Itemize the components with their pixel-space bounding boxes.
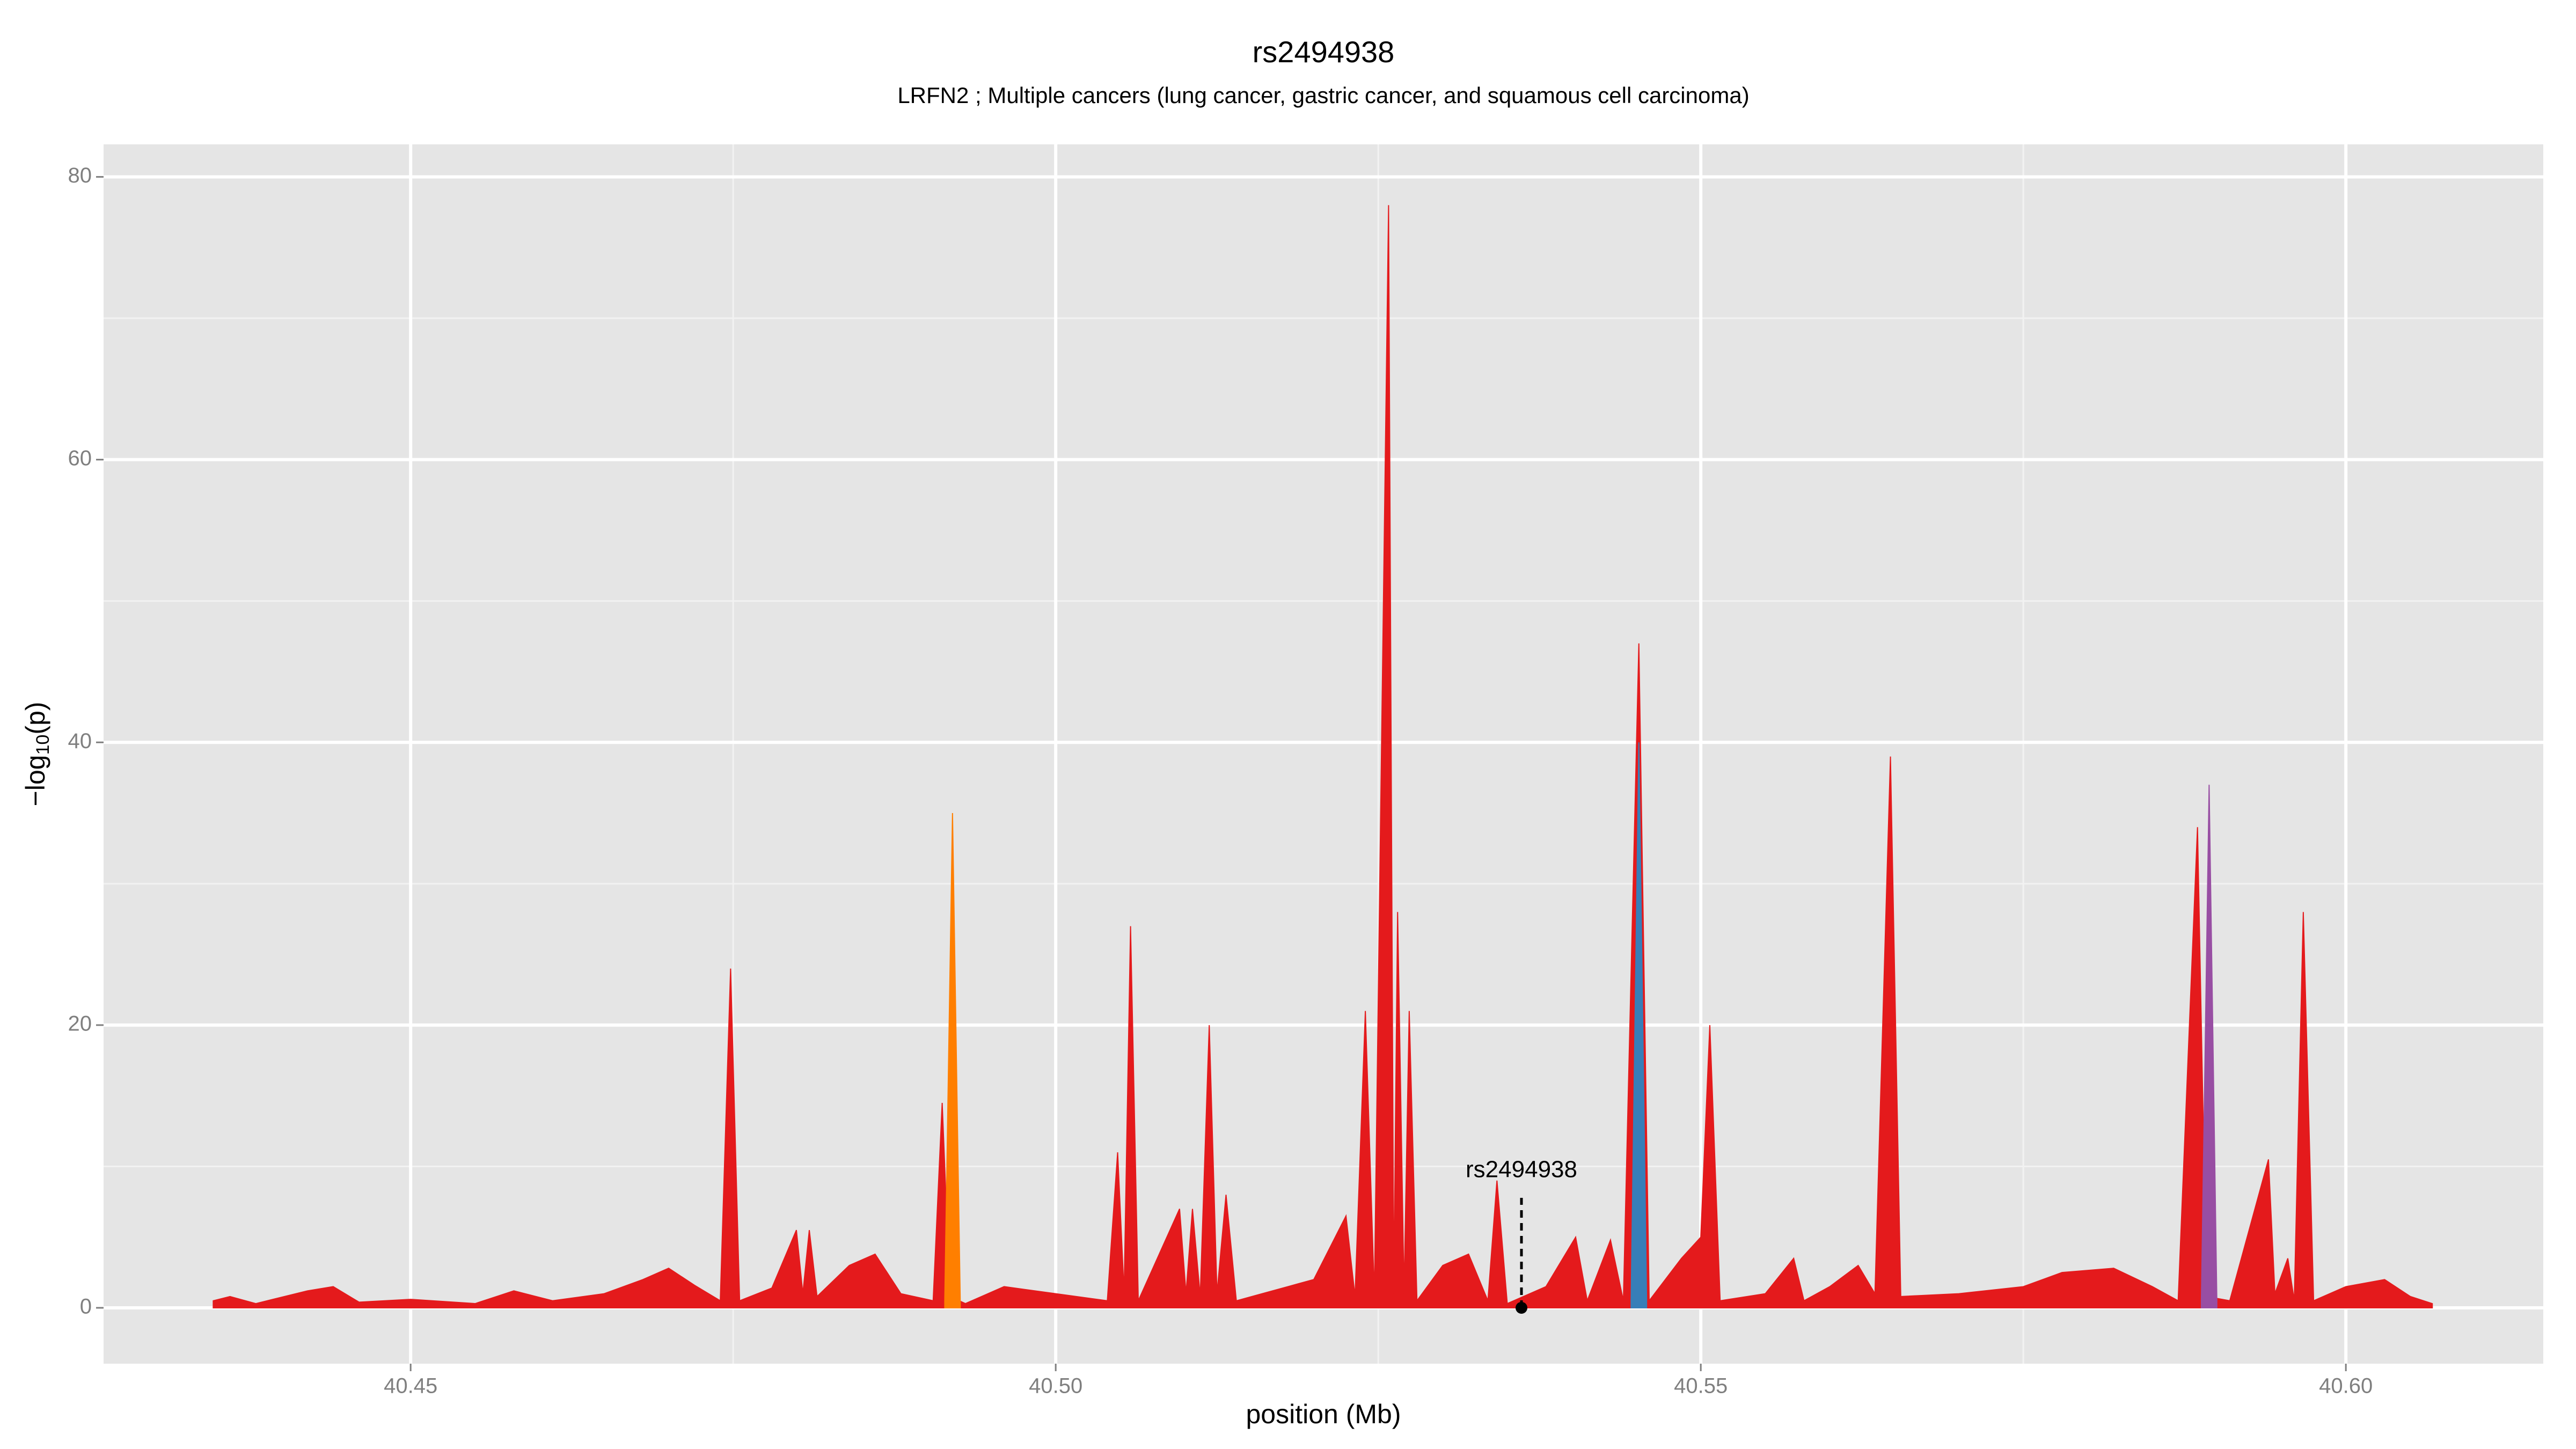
y-label-part: (p): [20, 702, 50, 735]
area: [944, 813, 961, 1308]
chart-title: rs2494938: [1253, 35, 1395, 69]
x-axis-label: position (Mb): [1246, 1399, 1401, 1429]
x-tick-label: 40.50: [1029, 1374, 1082, 1398]
y-tick-label: 20: [68, 1012, 92, 1036]
x-tick-label: 40.55: [1674, 1374, 1728, 1398]
y-tick-label: 60: [68, 447, 92, 470]
y-tick-label: 80: [68, 164, 92, 187]
y-tick-label: 40: [68, 729, 92, 753]
annotation-label: rs2494938: [1466, 1157, 1577, 1183]
chart-subtitle: LRFN2 ; Multiple cancers (lung cancer, g…: [897, 83, 1749, 108]
area: [1630, 742, 1648, 1308]
y-label-sub: 10: [33, 735, 53, 755]
area: [213, 205, 2433, 1308]
y-label-part: −log: [20, 755, 50, 807]
x-tick-label: 40.45: [384, 1374, 437, 1398]
y-tick-label: 0: [80, 1295, 92, 1319]
y-axis-label: −log10(p): [20, 702, 53, 807]
plot-panel: [104, 144, 2543, 1364]
area: [2200, 785, 2218, 1308]
annotation-point: [1516, 1301, 1528, 1314]
x-tick-label: 40.60: [2319, 1374, 2373, 1398]
